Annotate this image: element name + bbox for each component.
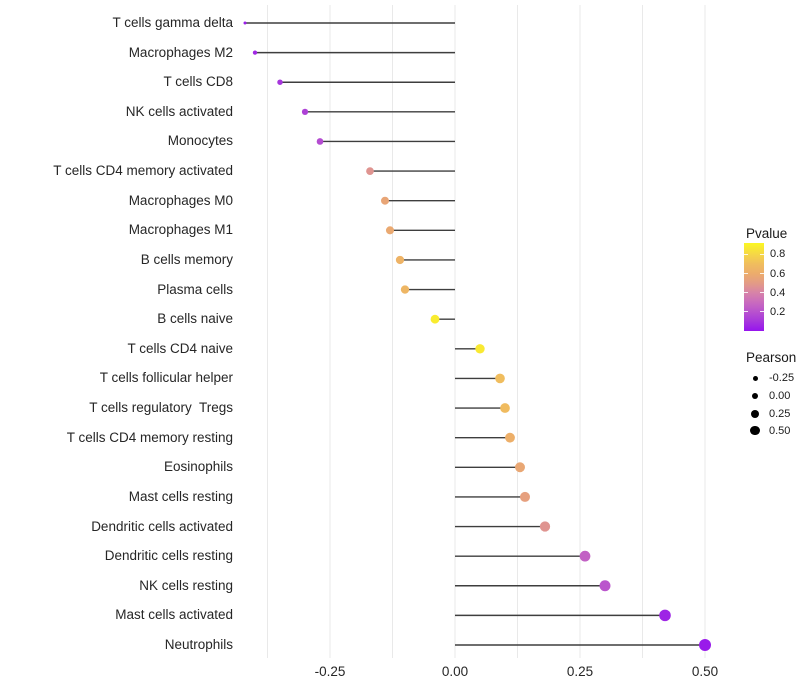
lollipop-dot	[430, 314, 440, 324]
x-tick-label: 0.00	[442, 664, 468, 679]
category-label: T cells follicular helper	[99, 370, 233, 386]
category-label: Neutrophils	[164, 636, 233, 652]
lollipop-dot	[699, 638, 711, 651]
x-tick-label: -0.25	[315, 664, 346, 679]
colorbar-tick-mark	[744, 253, 748, 255]
colorbar-tick-mark	[744, 273, 748, 275]
lollipop-dot	[243, 21, 247, 25]
lollipop-dot	[277, 79, 283, 85]
lollipop-dot	[252, 50, 258, 55]
lollipop-dot	[519, 491, 531, 502]
colorbar-tick-mark	[760, 311, 764, 313]
size-legend-label: 0.00	[769, 390, 791, 402]
lollipop-dot	[475, 344, 485, 354]
pvalue-colorbar	[744, 243, 764, 331]
lollipop-dot	[599, 580, 611, 592]
category-label: Dendritic cells activated	[91, 518, 233, 534]
category-label: Plasma cells	[157, 281, 233, 297]
size-legend-dot	[751, 392, 759, 400]
colorbar-tick-label: 0.8	[770, 248, 786, 261]
category-label: B cells memory	[140, 251, 233, 267]
x-tick-label: 0.25	[567, 664, 593, 679]
colorbar-tick-mark	[760, 253, 764, 255]
colorbar-tick-label: 0.4	[770, 286, 786, 299]
category-label: NK cells activated	[125, 103, 233, 119]
colorbar-tick-mark	[760, 292, 764, 294]
category-label: Macrophages M1	[128, 222, 233, 238]
colorbar-tick-mark	[760, 273, 764, 275]
size-legend-label: 0.25	[769, 407, 791, 420]
lollipop-dot	[659, 609, 671, 622]
lollipop-dot	[539, 521, 551, 532]
category-label: T cells CD4 memory activated	[53, 163, 233, 179]
size-legend-label: 0.50	[769, 424, 791, 437]
category-label: T cells regulatory Tregs	[89, 400, 233, 416]
colorbar-tick-mark	[744, 311, 748, 313]
size-legend-dot	[750, 425, 760, 436]
lollipop-dot	[381, 196, 389, 205]
lollipop-dot	[500, 403, 510, 413]
lollipop-dot	[301, 108, 309, 115]
lollipop-dot	[316, 138, 324, 145]
lollipop-dot	[366, 167, 374, 175]
category-label: NK cells resting	[139, 577, 233, 593]
category-label: Macrophages M0	[128, 192, 233, 208]
pvalue-legend-title: Pvalue	[746, 226, 788, 241]
category-label: Mast cells activated	[115, 607, 233, 623]
category-label: T cells CD4 memory resting	[66, 429, 233, 445]
colorbar-tick-mark	[744, 292, 748, 294]
lollipop-dot	[515, 462, 525, 473]
lollipop-dot	[495, 373, 505, 384]
category-label: T cells CD4 naive	[127, 340, 233, 356]
colorbar-tick-label: 0.6	[770, 267, 786, 280]
size-legend-label: -0.25	[769, 372, 795, 384]
category-label: Monocytes	[167, 133, 233, 149]
category-label: Eosinophils	[163, 459, 233, 475]
category-label: T cells gamma delta	[112, 15, 233, 30]
lollipop-dot	[505, 432, 515, 443]
x-tick-label: 0.50	[692, 664, 718, 679]
size-legend-dot	[751, 409, 759, 418]
lollipop-dot	[395, 255, 405, 265]
category-label: Dendritic cells resting	[104, 548, 233, 564]
category-label: T cells CD8	[163, 74, 233, 90]
category-label: Mast cells resting	[128, 488, 233, 504]
lollipop-dot	[400, 285, 410, 294]
lollipop-dot	[579, 550, 591, 562]
pearson-legend-title: Pearson	[746, 350, 797, 365]
category-label: Macrophages M2	[128, 44, 233, 60]
category-label: B cells naive	[157, 311, 233, 327]
size-legend-dot	[752, 375, 758, 381]
colorbar-tick-label: 0.2	[770, 305, 786, 318]
lollipop-dot	[385, 226, 395, 235]
